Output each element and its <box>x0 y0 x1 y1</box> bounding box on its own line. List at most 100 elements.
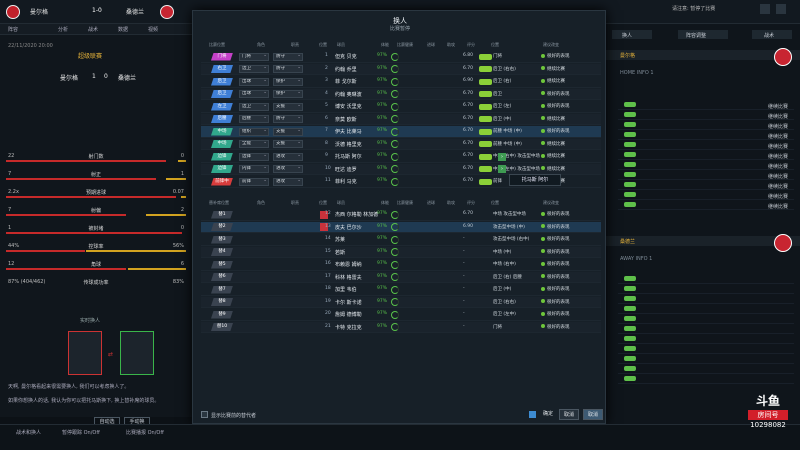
table-row[interactable]: 替3 14 苏莱 97% - 攻击型中场 (右中) 很好的表现 <box>201 234 601 246</box>
player-name[interactable]: 科林 格雷夫 <box>335 274 362 281</box>
swap-in-icon[interactable] <box>320 210 328 219</box>
suggestion-text: 很好的表现 <box>541 236 570 242</box>
player-name[interactable]: 詹姆 德博勒 <box>335 312 362 318</box>
bench-slot-tag: 替3 <box>211 235 233 244</box>
player-name[interactable]: 托马斯 阿尔 <box>335 154 362 160</box>
role-select[interactable]: 内锋 <box>239 165 269 173</box>
player-name[interactable]: 博安 沃里克 <box>335 104 362 110</box>
pause-tracking-toggle[interactable]: 暂停跟踪 On/Off <box>62 430 100 436</box>
commentary-toggle[interactable]: 比赛播报 On/Off <box>126 430 164 436</box>
confirm-check-icon[interactable] <box>529 411 536 418</box>
player-name[interactable]: 杰西 尔格勒 林加德 <box>335 212 379 218</box>
form-indicator <box>479 128 492 135</box>
table-row[interactable]: 右卫边卫防守 2 约翰 乔里 97% 6.70 后卫 (右右) 继续比赛 <box>201 63 601 75</box>
role-select[interactable]: 边锋 <box>239 152 269 161</box>
player-name[interactable]: 约翰 奥琳波 <box>335 91 362 98</box>
position-tag: 左卫 <box>211 102 233 111</box>
table-row[interactable]: 替4 15 若斯 97% - 中场 (中) 很好的表现 <box>201 246 601 258</box>
player-name[interactable]: 菲 戈尔斯 <box>335 79 357 85</box>
rating-value: - <box>463 298 465 304</box>
tab-stats[interactable]: 数据 <box>118 27 129 33</box>
fullscreen-icon[interactable] <box>760 4 770 14</box>
table-row[interactable]: 替5 16 布赖恩 姆纳 97% - 中场 (右中) 很好的表现 <box>201 259 601 271</box>
role-select[interactable]: 出球 <box>239 77 269 86</box>
condition-value: 97% <box>377 53 388 58</box>
duty-select[interactable]: 防守 <box>273 115 303 123</box>
close-icon[interactable] <box>776 4 786 14</box>
player-name[interactable]: 加里 韦伯 <box>335 287 357 293</box>
table-row[interactable]: 中场组织支援 7 伊夫 比莱马 97% 6.70 前腰 中场 (中) 很好的表现 <box>201 126 601 138</box>
role-select[interactable]: 前锋 <box>239 177 269 186</box>
role-select[interactable]: 全能 <box>239 140 269 148</box>
sub-tab[interactable]: 换人 <box>612 30 652 39</box>
swap-out-icon[interactable]: › <box>498 152 506 161</box>
duty-select[interactable]: 进攻 <box>273 152 303 161</box>
reset-button[interactable]: 取消 <box>559 409 579 420</box>
table-row[interactable]: 左卫边卫支援 5 博安 沃里克 97% 6.70 后卫 (左) 很好的表现 <box>201 101 601 113</box>
rating-value: 6.70 <box>463 128 474 133</box>
player-name[interactable]: 卡尔 斯卡诺 <box>335 299 362 306</box>
duty-select[interactable]: 支援 <box>273 140 303 148</box>
player-name[interactable]: 奈莫 欧斯 <box>335 116 357 123</box>
role-select[interactable]: 出球 <box>239 90 269 98</box>
role-select[interactable]: 边卫 <box>239 102 269 111</box>
player-name[interactable]: 菲利 马克 <box>335 179 357 185</box>
table-row[interactable]: 替6 17 科林 格雷夫 97% - 后卫 (右) 后腰 很好的表现 <box>201 271 601 283</box>
tactics-sub-toggle[interactable]: 战术和换人 <box>16 430 42 436</box>
suggestion-text: 继续比赛 <box>541 78 565 84</box>
duty-select[interactable]: 进攻 <box>273 177 303 186</box>
player-name[interactable]: 皮夫 巴尔沙 <box>335 224 362 231</box>
player-name[interactable]: 沃德 格里克 <box>335 141 362 148</box>
away-team-label: 桑德兰 <box>118 75 137 82</box>
table-row[interactable]: 后卫出球保护 3 菲 戈尔斯 97% 6.90 后卫 (右) 继续比赛 <box>201 76 601 88</box>
swap-in-icon[interactable] <box>320 223 328 231</box>
table-row[interactable]: 替1 12 杰西 尔格勒 林加德 97% 6.70 中场 攻击型中场 很好的表现 <box>201 209 601 221</box>
confirm-button[interactable]: 确定 <box>542 411 553 417</box>
player-name[interactable]: 约翰 乔里 <box>335 66 357 73</box>
condition-value: 97% <box>377 223 388 229</box>
duty-select[interactable]: 防守 <box>273 65 303 73</box>
table-row[interactable]: 替2 13 皮夫 巴尔沙 97% 6.90 攻击型中场 (中) 很好的表现 <box>201 221 601 233</box>
duty-select[interactable]: 保护 <box>273 90 303 98</box>
table-row[interactable]: 替10 21 卡特 克拉克 97% - 门将 很好的表现 <box>201 321 601 333</box>
form-indicator <box>479 116 492 122</box>
player-name[interactable]: 但克 贝克 <box>335 54 357 60</box>
role-select[interactable]: 组织 <box>239 127 269 136</box>
cancel-button[interactable]: 取消 <box>583 409 603 420</box>
tab-lineup[interactable]: 阵容 <box>8 27 19 33</box>
position-tag: 后腰 <box>211 115 233 123</box>
condition-value: 97% <box>377 178 388 183</box>
tab-video[interactable]: 视频 <box>148 27 159 33</box>
role-select[interactable]: 后腰 <box>239 115 269 123</box>
duty-select[interactable]: 保护 <box>273 77 303 86</box>
player-name[interactable]: 卡特 克拉克 <box>335 324 362 331</box>
table-row[interactable]: 替9 20 詹姆 德博勒 97% - 后卫 (左中) 很好的表现 <box>201 309 601 321</box>
player-name[interactable]: 苏莱 <box>335 237 346 243</box>
condition-value: 97% <box>377 140 388 146</box>
duty-select[interactable]: 支援 <box>273 127 303 136</box>
tactics-tab[interactable]: 战术 <box>752 30 792 39</box>
duty-select[interactable]: 支援 <box>273 102 303 111</box>
duty-select[interactable]: 进攻 <box>273 165 303 173</box>
table-row[interactable]: 中场全能支援 8 沃德 格里克 97% 6.70 前腰 中场 (中) 继续比赛 <box>201 138 601 150</box>
role-select[interactable]: 边卫 <box>239 65 269 73</box>
tab-analysis[interactable]: 分析 <box>58 27 69 33</box>
player-name[interactable]: 伊夫 比莱马 <box>335 129 362 135</box>
table-row[interactable]: 替7 18 加里 韦伯 97% - 后卫 (中) 很好的表现 <box>201 284 601 296</box>
show-pre-match-checkbox[interactable] <box>201 411 208 418</box>
role-select[interactable]: 门将 <box>239 52 269 61</box>
player-name[interactable]: 旺达 迪罗 <box>335 166 357 173</box>
table-row[interactable]: 替8 19 卡尔 斯卡诺 97% - 后卫 (右右) 很好的表现 <box>201 296 601 308</box>
duty-select[interactable]: 防守 <box>273 52 303 61</box>
player-name[interactable]: 若斯 <box>335 249 346 256</box>
swap-out-icon[interactable]: › <box>498 165 506 173</box>
tab-tactics[interactable]: 战术 <box>88 27 99 33</box>
player-name[interactable]: 布赖恩 姆纳 <box>335 262 362 268</box>
lineup-tab[interactable]: 阵容调整 <box>678 30 728 39</box>
